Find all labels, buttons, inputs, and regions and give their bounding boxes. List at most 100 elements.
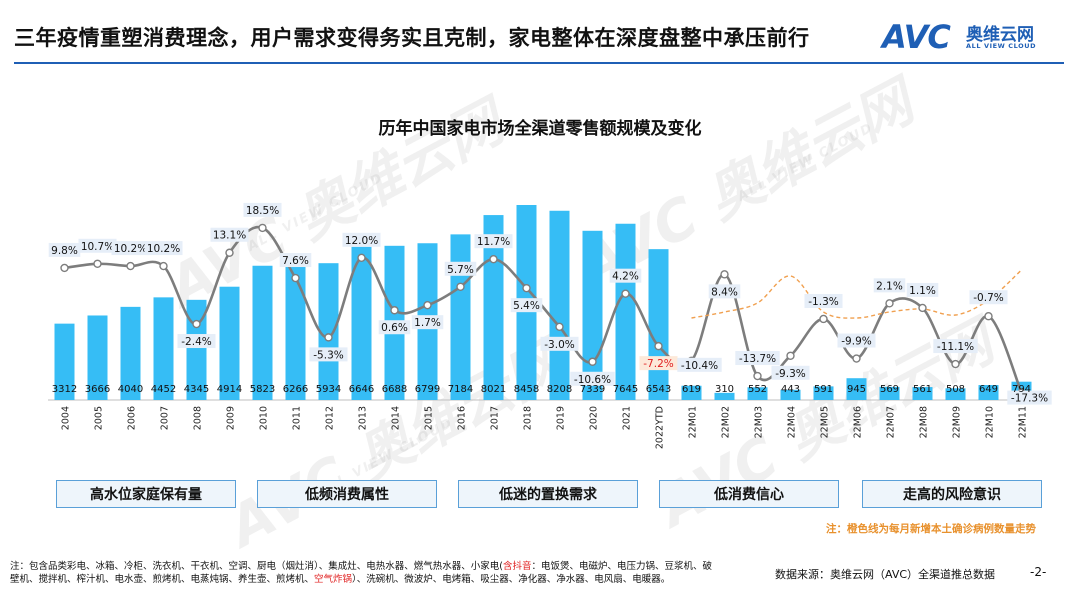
growth-label: -3.0% (544, 339, 574, 351)
x-tick-label: 2022YTD (655, 406, 666, 449)
growth-point (522, 283, 531, 293)
bar (681, 385, 702, 400)
x-tick-label: 2018 (523, 406, 534, 430)
page-number: -2- (1030, 565, 1047, 579)
bar-value-label: 6688 (382, 384, 407, 395)
growth-label: 4.2% (612, 271, 639, 283)
growth-point (720, 270, 729, 279)
bar (879, 386, 900, 400)
growth-point (885, 299, 894, 308)
growth-label: 8.4% (711, 286, 738, 298)
bar (351, 246, 372, 400)
growth-label-bg (969, 290, 1008, 305)
growth-label: -17.3% (1011, 393, 1048, 405)
footnote-highlight-douyin: 含抖音 (502, 561, 532, 572)
growth-point (225, 248, 234, 257)
bar-value-label: 7645 (613, 384, 638, 395)
growth-line (64, 225, 1023, 394)
growth-label-bg (873, 278, 906, 293)
bar-value-label: 508 (946, 384, 965, 395)
growth-label-bg (444, 261, 477, 276)
growth-point (753, 371, 762, 381)
growth-point (654, 341, 663, 351)
growth-label-bg (510, 298, 543, 313)
x-tick-label: 22M09 (952, 406, 963, 438)
x-tick-label: 2009 (226, 406, 237, 430)
growth-label: 5.7% (447, 264, 474, 276)
x-tick-label: 2004 (61, 406, 72, 430)
bar (978, 385, 999, 400)
growth-label-bg (243, 202, 282, 217)
growth-label: -11.1% (937, 341, 974, 353)
footnote-suffix: ）、洗碗机、微波炉、电烤箱、吸尘器、净化器、净水器、电风扇、电暖器。 (352, 574, 671, 585)
chart-title: 历年中国家电市场全渠道零售额规模及变化 (378, 119, 702, 139)
x-tick-label: 2016 (457, 406, 468, 430)
growth-point (357, 253, 366, 262)
factor-box: 低迷的置换需求 (458, 480, 638, 508)
x-tick-label: 2006 (127, 406, 138, 430)
growth-label: 10.7% (81, 241, 114, 253)
bar-value-label: 8021 (481, 384, 506, 395)
growth-point (60, 263, 69, 273)
x-tick-label: 22M06 (853, 406, 864, 438)
bar (153, 297, 174, 400)
growth-label-bg (609, 268, 642, 283)
x-tick-label: 22M03 (754, 406, 765, 438)
x-tick-label: 22M07 (886, 406, 897, 438)
growth-point (984, 312, 993, 321)
bar-value-label: 4345 (184, 384, 209, 395)
growth-label: 10.2% (114, 243, 147, 255)
growth-point (786, 351, 795, 360)
growth-label: 9.8% (51, 245, 78, 257)
bar-value-label: 8458 (514, 384, 539, 395)
footnote-highlight-airfryer: 空气炸锅 (314, 574, 353, 585)
data-source: 数据来源：奥维云网（AVC）全渠道推总数据 (775, 568, 996, 581)
bar (945, 388, 966, 400)
growth-label-bg (708, 284, 741, 299)
bar (714, 392, 735, 400)
growth-label: -13.7% (739, 353, 776, 365)
growth-label-bg (804, 293, 843, 308)
bar-value-label: 4452 (151, 384, 176, 395)
bar-value-label: 591 (814, 384, 833, 395)
bar-value-label: 619 (682, 384, 701, 395)
growth-point (93, 259, 102, 268)
bar-value-label: 569 (880, 384, 899, 395)
x-tick-label: 22M11 (1018, 406, 1029, 438)
bar (846, 378, 867, 400)
bar-value-label: 649 (979, 384, 998, 395)
x-tick-label: 2021 (622, 406, 633, 430)
bar (912, 387, 933, 400)
bar (87, 315, 108, 400)
bar (120, 306, 141, 400)
bar (54, 323, 75, 400)
growth-label-bg (639, 356, 678, 371)
logo-avc-text: AVC (882, 18, 951, 56)
x-tick-label: 2019 (556, 406, 567, 430)
bar (219, 286, 240, 400)
x-tick-label: 2011 (292, 406, 303, 430)
growth-label: -7.2% (643, 358, 673, 370)
growth-label: 0.6% (381, 322, 408, 334)
growth-label: 1.1% (909, 285, 936, 297)
bar-value-label: 3312 (52, 384, 77, 395)
growth-label-bg (342, 232, 381, 247)
growth-point (951, 359, 960, 369)
growth-point (192, 319, 201, 329)
x-tick-label: 2013 (358, 406, 369, 430)
x-tick-label: 22M05 (820, 406, 831, 438)
factor-box: 走高的风险意识 (862, 480, 1042, 508)
growth-point (621, 289, 630, 298)
factor-box: 高水位家庭保有量 (56, 480, 236, 508)
page-title: 三年疫情重塑消费理念，用户需求变得务实且克制，家电整体在深度盘整中承压前行 (14, 26, 810, 50)
growth-label-bg (111, 241, 150, 256)
growth-label-bg (378, 320, 411, 335)
x-tick-label: 2012 (325, 406, 336, 430)
bar-value-label: 6646 (349, 384, 374, 395)
bar-value-label: 5823 (250, 384, 275, 395)
x-tick-label: 22M04 (787, 406, 798, 438)
bar-value-label: 4040 (118, 384, 143, 395)
growth-label: -1.3% (808, 296, 838, 308)
growth-label: -0.7% (973, 292, 1003, 304)
bar-value-label: 5934 (316, 384, 341, 395)
